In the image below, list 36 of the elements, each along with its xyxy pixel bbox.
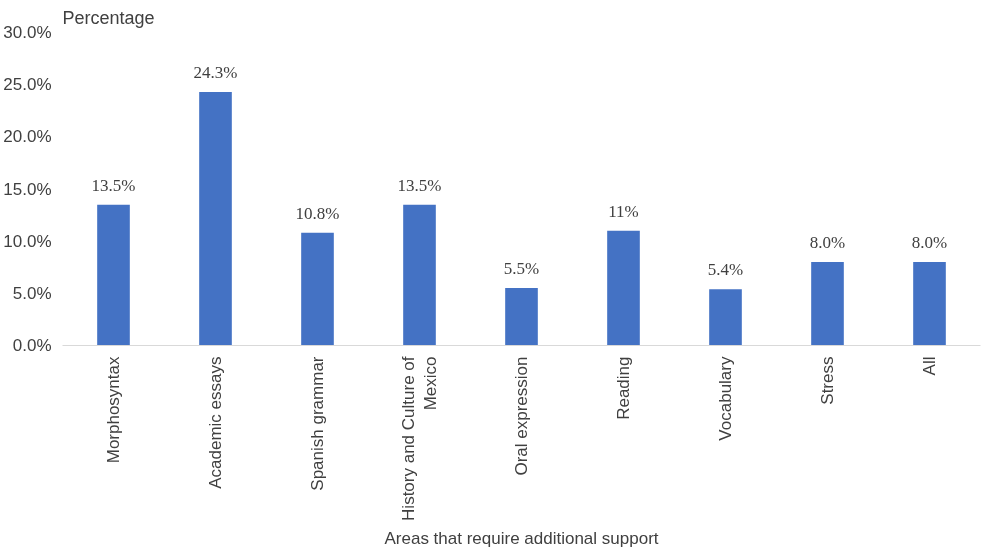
y-tick-label: 20.0% [3,127,52,147]
bar [97,204,130,346]
x-tick-label: All [920,356,939,376]
data-label: 10.8% [295,203,340,223]
bar [913,262,946,346]
x-tick-label: Spanish grammar [308,356,327,491]
x-tick-label: Morphosyntax [104,356,123,464]
x-tick-label: Stress [818,356,837,405]
bar [607,230,640,346]
x-tick-label: Vocabulary [716,356,735,441]
bar [505,288,538,346]
x-tick-label: Academic essays [206,356,225,489]
bar [199,91,232,346]
x-tick-label: Reading [614,356,633,420]
x-tick-label: History and Culture of Mexico [398,356,441,521]
y-axis-title: Percentage [62,7,155,28]
data-label: 24.3% [193,62,238,82]
x-tick-label: Oral expression [512,356,531,476]
y-tick-label: 25.0% [3,75,52,95]
y-tick-label: 0.0% [12,336,52,355]
bar [811,262,844,346]
data-label: 5.5% [503,259,540,279]
bar [403,204,436,346]
y-tick-label: 15.0% [3,179,52,199]
data-label: 13.5% [91,175,136,195]
bar [709,289,742,346]
y-tick-label: 5.0% [12,283,52,303]
y-tick-label: 30.0% [3,23,52,42]
data-label: 8.0% [911,233,948,253]
data-label: 13.5% [397,175,442,195]
data-label: 11% [608,201,639,221]
bar [301,232,334,346]
x-axis-title: Areas that require additional support [384,528,659,548]
data-label: 8.0% [809,233,846,253]
data-label: 5.4% [707,260,744,280]
y-tick-label: 10.0% [3,231,52,251]
